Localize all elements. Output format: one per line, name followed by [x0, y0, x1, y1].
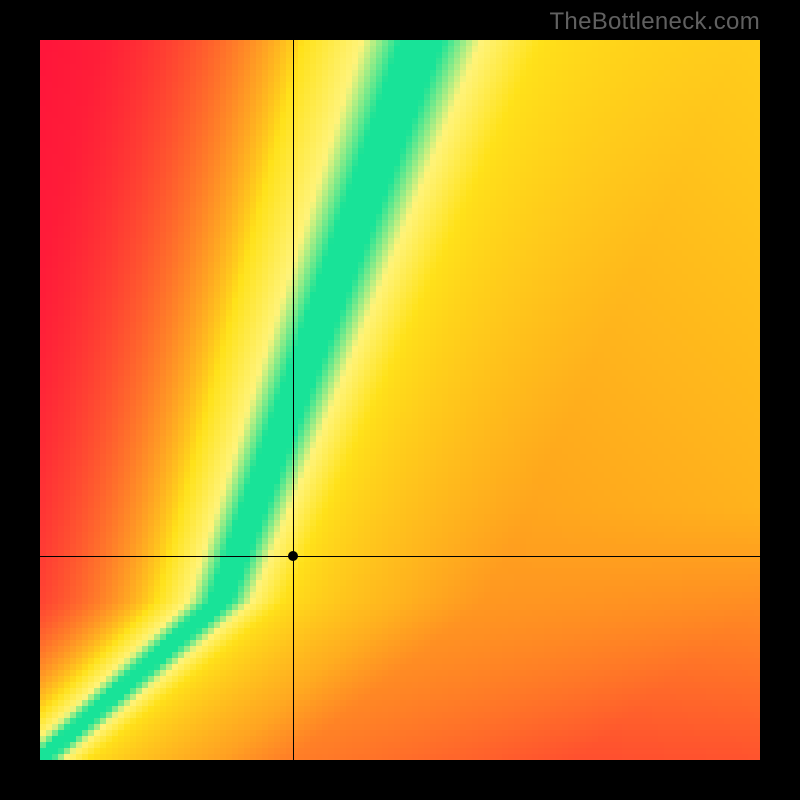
plot-area [40, 40, 760, 760]
chart-container: TheBottleneck.com [0, 0, 800, 800]
heatmap-canvas [40, 40, 760, 760]
watermark-label: TheBottleneck.com [549, 8, 760, 36]
crosshair-marker [288, 551, 298, 561]
crosshair-vertical [293, 40, 294, 760]
crosshair-horizontal [40, 556, 760, 557]
